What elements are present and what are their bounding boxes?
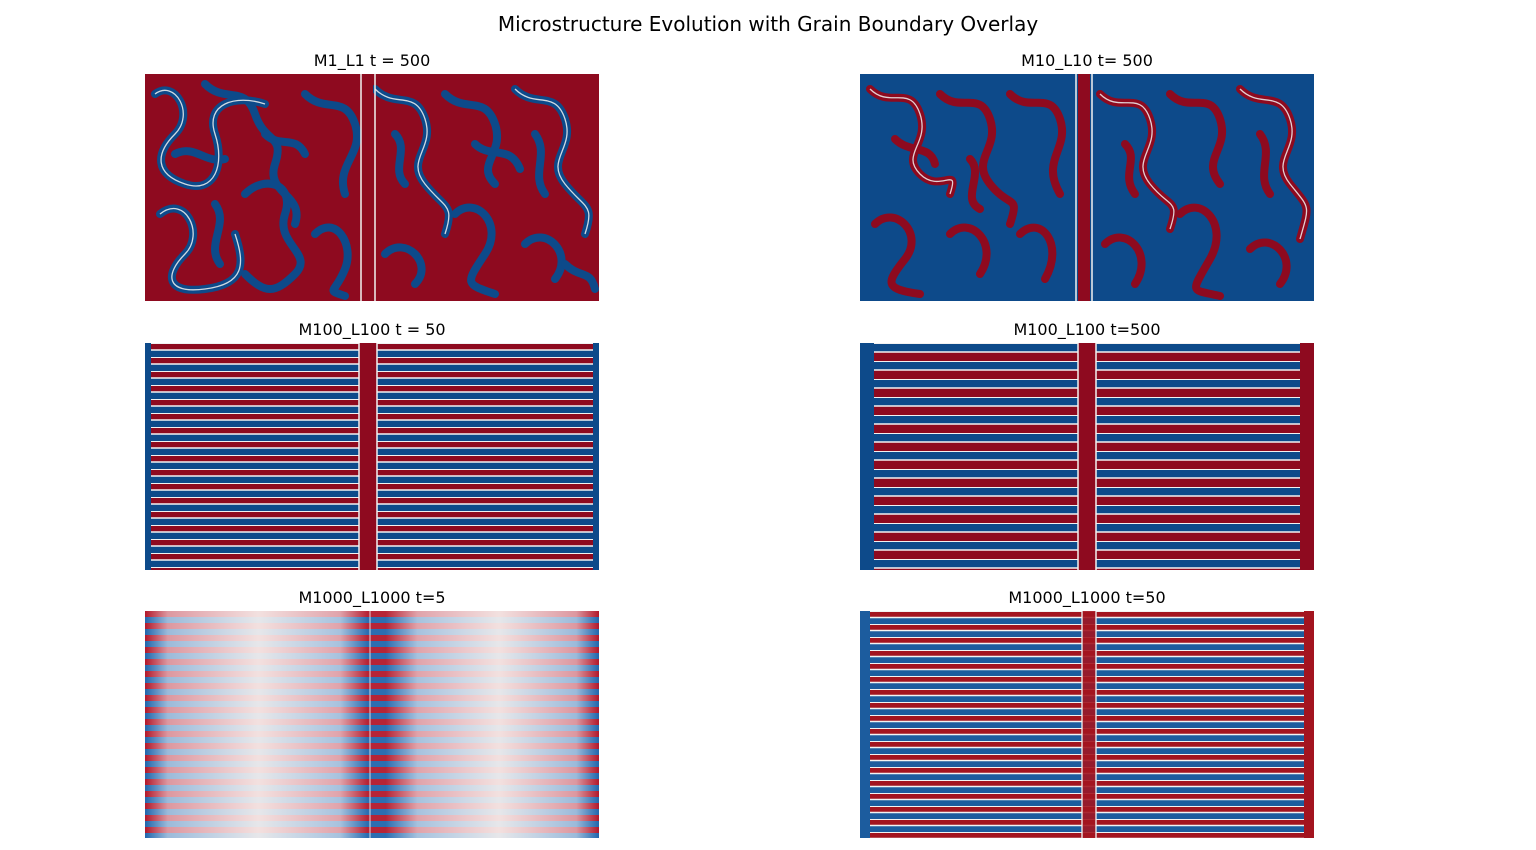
panel-m10-l10-t500 — [860, 74, 1314, 301]
coarsened-lamellae-image — [860, 343, 1314, 570]
panel-title-m1000-l1000-t50: M1000_L1000 t=50 — [1008, 588, 1166, 607]
panel-m1-l1-t500 — [145, 74, 599, 301]
panel-m100-l100-t500 — [860, 343, 1314, 570]
panel-m1000-l1000-t5 — [145, 611, 599, 838]
lamellae-image — [860, 611, 1314, 838]
labyrinth-image — [860, 74, 1314, 301]
labyrinth-image — [145, 74, 599, 301]
faded-lamellae-image — [145, 611, 599, 838]
panel-title-m100-l100-t50: M100_L100 t = 50 — [298, 320, 446, 339]
panel-title-m1000-l1000-t5: M1000_L1000 t=5 — [298, 588, 446, 607]
panel-m1000-l1000-t50 — [860, 611, 1314, 838]
panel-title-m10-l10-t500: M10_L10 t= 500 — [1021, 51, 1153, 70]
panel-title-m1-l1-t500: M1_L1 t = 500 — [313, 51, 431, 70]
panel-title-m100-l100-t500: M100_L100 t=500 — [1013, 320, 1161, 339]
panel-m100-l100-t50 — [145, 343, 599, 570]
lamellae-image — [145, 343, 599, 570]
figure-title: Microstructure Evolution with Grain Boun… — [497, 12, 1039, 36]
